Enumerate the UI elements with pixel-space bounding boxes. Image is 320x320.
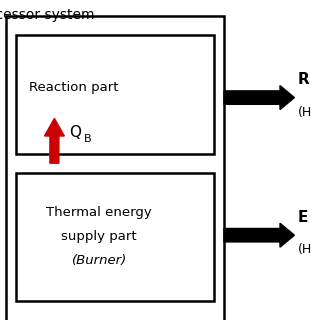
Text: Reaction part: Reaction part [29, 82, 118, 94]
Text: Q: Q [69, 125, 81, 140]
Bar [6, 16, 224, 320]
Text: (Burner): (Burner) [72, 254, 127, 267]
Text: B: B [84, 134, 92, 144]
Text: R: R [298, 73, 309, 87]
FancyArrow shape [44, 118, 64, 163]
Bar [16, 35, 214, 154]
FancyArrow shape [224, 86, 294, 109]
Text: ocessor system: ocessor system [0, 8, 95, 22]
Text: Thermal energy: Thermal energy [46, 206, 152, 219]
Text: E: E [298, 210, 308, 225]
Bar [16, 173, 214, 301]
Text: (H: (H [298, 106, 312, 118]
FancyArrow shape [224, 223, 294, 247]
Text: supply part: supply part [61, 230, 137, 243]
Text: (H: (H [298, 243, 312, 256]
